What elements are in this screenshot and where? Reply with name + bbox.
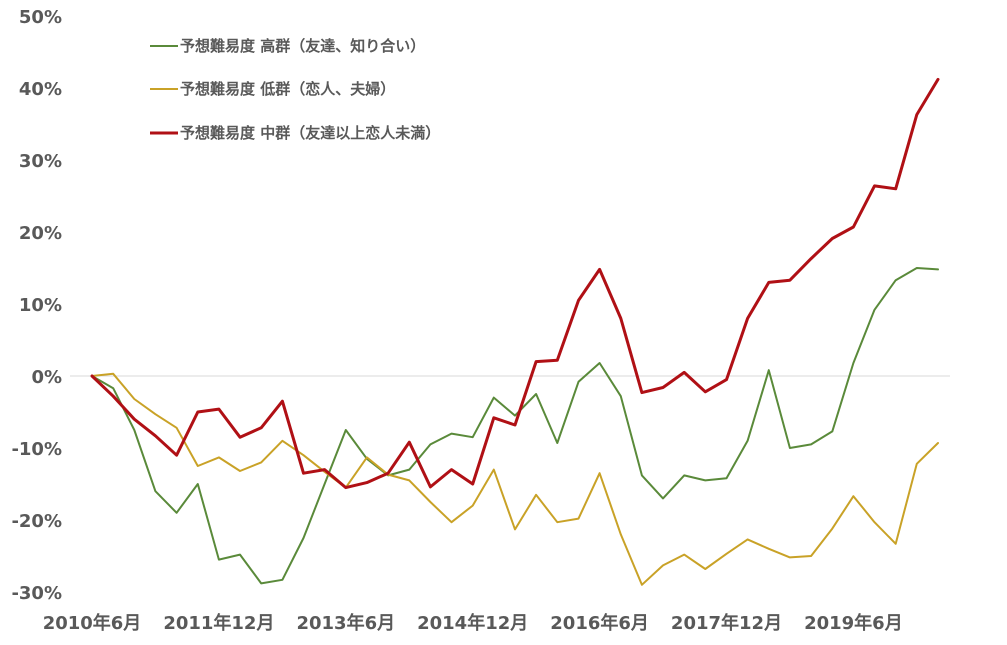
y-tick-label: -10% — [11, 439, 62, 460]
legend-entry: 予想難易度 高群（友達、知り合い） — [150, 37, 425, 55]
legend-entry: 予想難易度 中群（友達以上恋人未満） — [150, 124, 440, 142]
x-tick-label: 2017年12月 — [671, 612, 782, 634]
series-line — [90, 77, 940, 490]
x-tick-label: 2019年6月 — [804, 612, 903, 634]
x-tick-label: 2010年6月 — [43, 612, 142, 634]
y-tick-label: 20% — [19, 223, 62, 244]
legend-label: 予想難易度 中群（友達以上恋人未満） — [180, 124, 440, 142]
legend: 予想難易度 高群（友達、知り合い） 予想難易度 低群（恋人、夫婦） 予想難易度 … — [150, 37, 440, 142]
x-tick-label: 2016年6月 — [550, 612, 649, 634]
y-tick-label: 40% — [19, 79, 62, 100]
x-axis: 2010年6月 2011年12月 2013年6月 2014年12月 2016年6月 201… — [43, 612, 903, 634]
x-tick-label: 2011年12月 — [163, 612, 274, 634]
x-tick-label: 2013年6月 — [296, 612, 395, 634]
y-tick-label: 50% — [19, 7, 62, 28]
series-line — [91, 267, 939, 585]
x-tick-label: 2014年12月 — [417, 612, 528, 634]
legend-label: 予想難易度 低群（恋人、夫婦） — [180, 80, 395, 98]
series-line — [91, 372, 939, 586]
y-tick-label: 0% — [31, 367, 62, 388]
y-tick-label: 10% — [19, 295, 62, 316]
y-tick-label: -20% — [11, 511, 62, 532]
legend-label: 予想難易度 高群（友達、知り合い） — [180, 37, 425, 55]
y-tick-label: 30% — [19, 151, 62, 172]
y-axis: 50% 40% 30% 20% 10% 0% -10% -20% -30% — [11, 7, 62, 604]
y-tick-label: -30% — [11, 583, 62, 604]
legend-entry: 予想難易度 低群（恋人、夫婦） — [150, 80, 395, 98]
plot-area — [70, 77, 950, 586]
